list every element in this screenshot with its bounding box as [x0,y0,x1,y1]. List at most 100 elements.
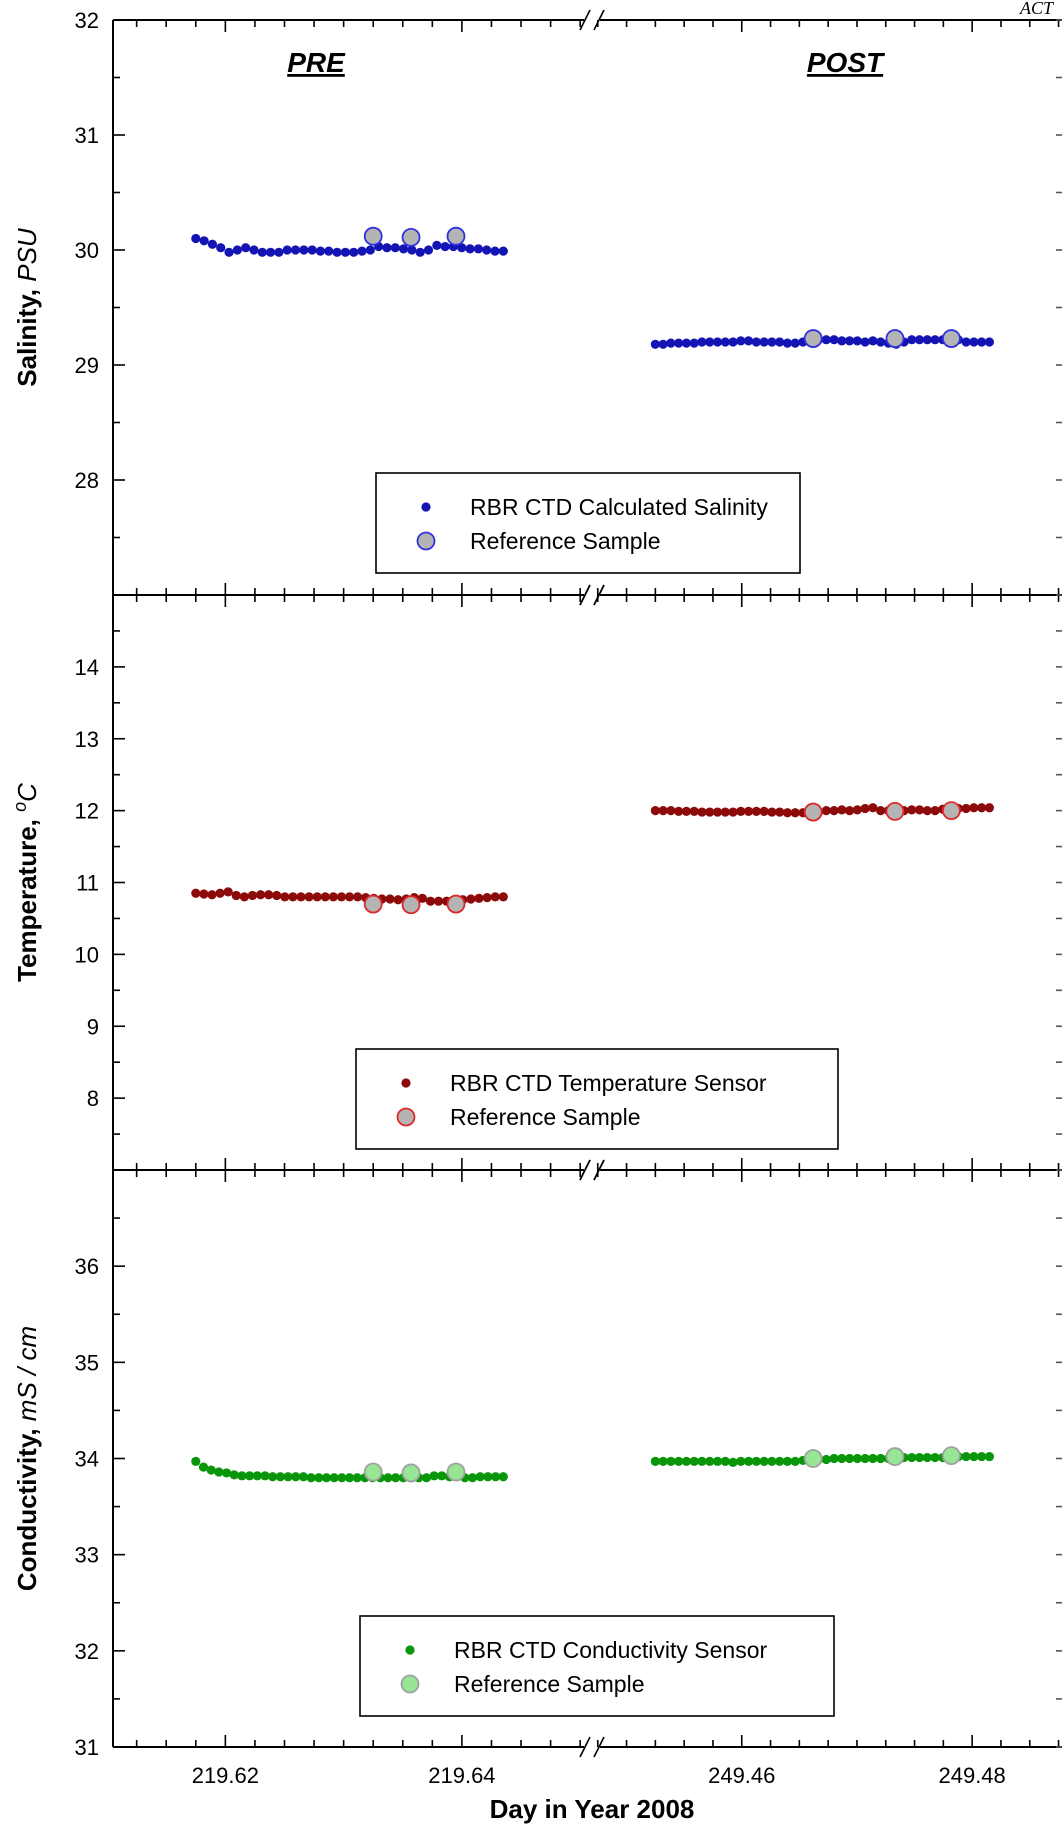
series-point [264,890,274,900]
series-point [743,336,754,346]
reference-sample-point [942,1446,961,1466]
reference-sample-point [942,329,961,348]
y-tick-label: 14 [75,655,99,680]
series-point [191,233,201,244]
series-point [829,1453,839,1464]
series-point [674,806,684,816]
series-point [207,239,218,249]
series-point [398,244,409,254]
series-point [712,337,723,347]
series-point [759,806,769,816]
series-point [658,339,668,349]
legend: RBR CTD Calculated Salinity Reference Sam… [375,472,801,574]
series-point [689,338,699,348]
series-point [860,803,870,814]
y-tick-label: 36 [75,1254,99,1279]
reference-sample-point [401,1463,421,1483]
series-point [666,1456,676,1466]
panel-temperature: 8 9 10 11 12 13 14 Temperature, oC RBR CTD Tempe… [10,584,1062,1181]
y-tick-label: 31 [75,1735,99,1760]
series-point [666,806,676,816]
series-point [790,1456,800,1466]
y-tick-label: 13 [75,727,99,752]
series-point [232,245,242,255]
series-point [767,1456,777,1466]
series-point [712,807,723,817]
series-point [407,245,417,255]
series-point [705,337,715,347]
y-tick-label: 29 [75,353,99,378]
series-point [674,1456,684,1466]
series-point [697,337,707,347]
series-point [984,803,995,813]
series-point [340,247,350,257]
reference-sample-point [803,329,823,348]
series-point [215,888,225,898]
series-point [907,805,917,815]
x-tick-label: 249.48 [938,1763,1005,1788]
series-point [821,1454,831,1465]
series-point [282,245,292,255]
y-axis-unit: mS / cm [12,1326,42,1421]
series-point [767,807,777,817]
series-point [837,1453,847,1464]
series-point [759,1456,769,1466]
series-point [821,335,831,345]
series-point [914,335,925,345]
series-point [775,807,785,817]
series-point [852,805,862,815]
series-point [465,244,475,254]
series-point [307,245,317,255]
series-point [876,337,886,347]
series-point [689,806,699,816]
legend-box [359,1615,835,1717]
series-point [255,890,266,900]
series-point [767,337,777,347]
y-tick-label: 32 [75,1639,99,1664]
series-point [288,892,298,902]
y-tick-label: 30 [75,238,99,263]
series-point [257,247,267,257]
x-axis-title: Day in Year 2008 [490,1794,695,1824]
reference-sample-point [885,329,905,348]
axis-break-mark [579,1736,591,1758]
y-axis-title: Salinity, PSU [12,228,42,387]
series-point [352,1473,362,1483]
panels: 28 29 30 31 32 Salinity, PSU PRE POST RBR CTD Ca… [10,8,1062,1788]
series-point [922,806,932,816]
series-point [247,890,258,901]
series-point [474,893,484,903]
series-point [304,892,314,902]
series-point [498,1472,508,1482]
series-point [984,1451,995,1462]
series-point [658,806,668,816]
series-point [491,1472,501,1482]
series-point [457,243,467,253]
series-point [482,892,492,903]
series-point [650,339,660,349]
series-point [314,1473,324,1483]
reference-sample-point [401,895,421,915]
series-point [280,892,290,902]
y-tick-label: 10 [75,942,99,967]
series-point [415,247,425,257]
degree-symbol: o [10,802,30,812]
series-point [312,892,322,902]
series-point [860,337,870,347]
series-point [922,1452,932,1463]
series-point [275,1472,285,1482]
series-point [977,1451,987,1462]
series-point [914,805,925,815]
series-point [852,336,862,346]
legend-series-marker [405,1645,415,1655]
y-tick-label: 28 [75,468,99,493]
legend-box [375,472,801,574]
period-label-pre: PRE [287,47,346,78]
series-point [344,892,355,902]
series-point [868,803,878,813]
series-point [191,888,201,898]
x-tick-label: 219.64 [428,1763,495,1788]
series-point [490,892,500,902]
series-point [876,806,886,816]
